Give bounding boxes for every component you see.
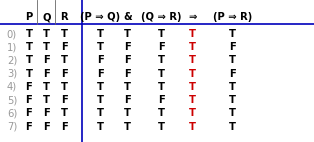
Text: F: F bbox=[158, 42, 165, 52]
Text: T: T bbox=[97, 29, 104, 39]
Text: T: T bbox=[189, 69, 196, 79]
Text: T: T bbox=[229, 56, 236, 65]
Text: T: T bbox=[43, 82, 50, 92]
Text: 0): 0) bbox=[7, 29, 17, 39]
Text: T: T bbox=[25, 56, 32, 65]
Text: T: T bbox=[189, 29, 196, 39]
Text: T: T bbox=[189, 82, 196, 92]
Text: (P ⇒ Q): (P ⇒ Q) bbox=[80, 12, 121, 22]
Text: T: T bbox=[189, 95, 196, 105]
Text: T: T bbox=[61, 82, 68, 92]
Text: T: T bbox=[158, 82, 165, 92]
Text: F: F bbox=[229, 69, 236, 79]
Text: T: T bbox=[189, 56, 196, 65]
Text: T: T bbox=[229, 29, 236, 39]
Text: F: F bbox=[43, 108, 50, 118]
Text: T: T bbox=[124, 82, 131, 92]
Text: 7): 7) bbox=[7, 122, 17, 131]
Text: F: F bbox=[124, 69, 131, 79]
Text: (P ⇒ R): (P ⇒ R) bbox=[213, 12, 252, 22]
Text: 3): 3) bbox=[7, 69, 17, 79]
Text: T: T bbox=[229, 122, 236, 131]
Text: F: F bbox=[43, 69, 50, 79]
Text: T: T bbox=[229, 95, 236, 105]
Text: F: F bbox=[61, 95, 68, 105]
Text: T: T bbox=[158, 122, 165, 131]
Text: F: F bbox=[61, 122, 68, 131]
Text: T: T bbox=[61, 108, 68, 118]
Text: T: T bbox=[97, 42, 104, 52]
Text: F: F bbox=[43, 56, 50, 65]
Text: T: T bbox=[189, 122, 196, 131]
Text: Q: Q bbox=[42, 12, 51, 22]
Text: 4): 4) bbox=[7, 82, 17, 92]
Text: F: F bbox=[61, 42, 68, 52]
Text: T: T bbox=[25, 42, 32, 52]
Text: F: F bbox=[25, 82, 32, 92]
Text: T: T bbox=[61, 56, 68, 65]
Text: ⇒: ⇒ bbox=[188, 12, 196, 22]
Text: F: F bbox=[229, 42, 236, 52]
Text: (Q ⇒ R): (Q ⇒ R) bbox=[142, 12, 182, 22]
Text: F: F bbox=[158, 95, 165, 105]
Text: T: T bbox=[158, 29, 165, 39]
Text: F: F bbox=[124, 42, 131, 52]
Text: T: T bbox=[97, 122, 104, 131]
Text: 5): 5) bbox=[7, 95, 17, 105]
Text: 2): 2) bbox=[7, 56, 17, 65]
Text: 1): 1) bbox=[7, 42, 17, 52]
Text: T: T bbox=[25, 29, 32, 39]
Text: T: T bbox=[189, 42, 196, 52]
Text: T: T bbox=[61, 29, 68, 39]
Text: T: T bbox=[43, 29, 50, 39]
Text: T: T bbox=[229, 108, 236, 118]
Text: F: F bbox=[61, 69, 68, 79]
Text: F: F bbox=[25, 95, 32, 105]
Text: T: T bbox=[158, 69, 165, 79]
Text: T: T bbox=[158, 56, 165, 65]
Text: F: F bbox=[25, 108, 32, 118]
Text: P: P bbox=[25, 12, 33, 22]
Text: T: T bbox=[124, 108, 131, 118]
Text: F: F bbox=[124, 56, 131, 65]
Text: F: F bbox=[124, 95, 131, 105]
Text: &: & bbox=[123, 12, 132, 22]
Text: T: T bbox=[43, 95, 50, 105]
Text: T: T bbox=[97, 82, 104, 92]
Text: 6): 6) bbox=[7, 108, 17, 118]
Text: T: T bbox=[25, 69, 32, 79]
Text: T: T bbox=[97, 95, 104, 105]
Text: T: T bbox=[189, 108, 196, 118]
Text: T: T bbox=[229, 82, 236, 92]
Text: R: R bbox=[60, 12, 68, 22]
Text: T: T bbox=[43, 42, 50, 52]
Text: F: F bbox=[25, 122, 32, 131]
Text: T: T bbox=[124, 122, 131, 131]
Text: F: F bbox=[97, 69, 104, 79]
Text: T: T bbox=[158, 108, 165, 118]
Text: F: F bbox=[43, 122, 50, 131]
Text: F: F bbox=[97, 56, 104, 65]
Text: T: T bbox=[97, 108, 104, 118]
Text: T: T bbox=[124, 29, 131, 39]
